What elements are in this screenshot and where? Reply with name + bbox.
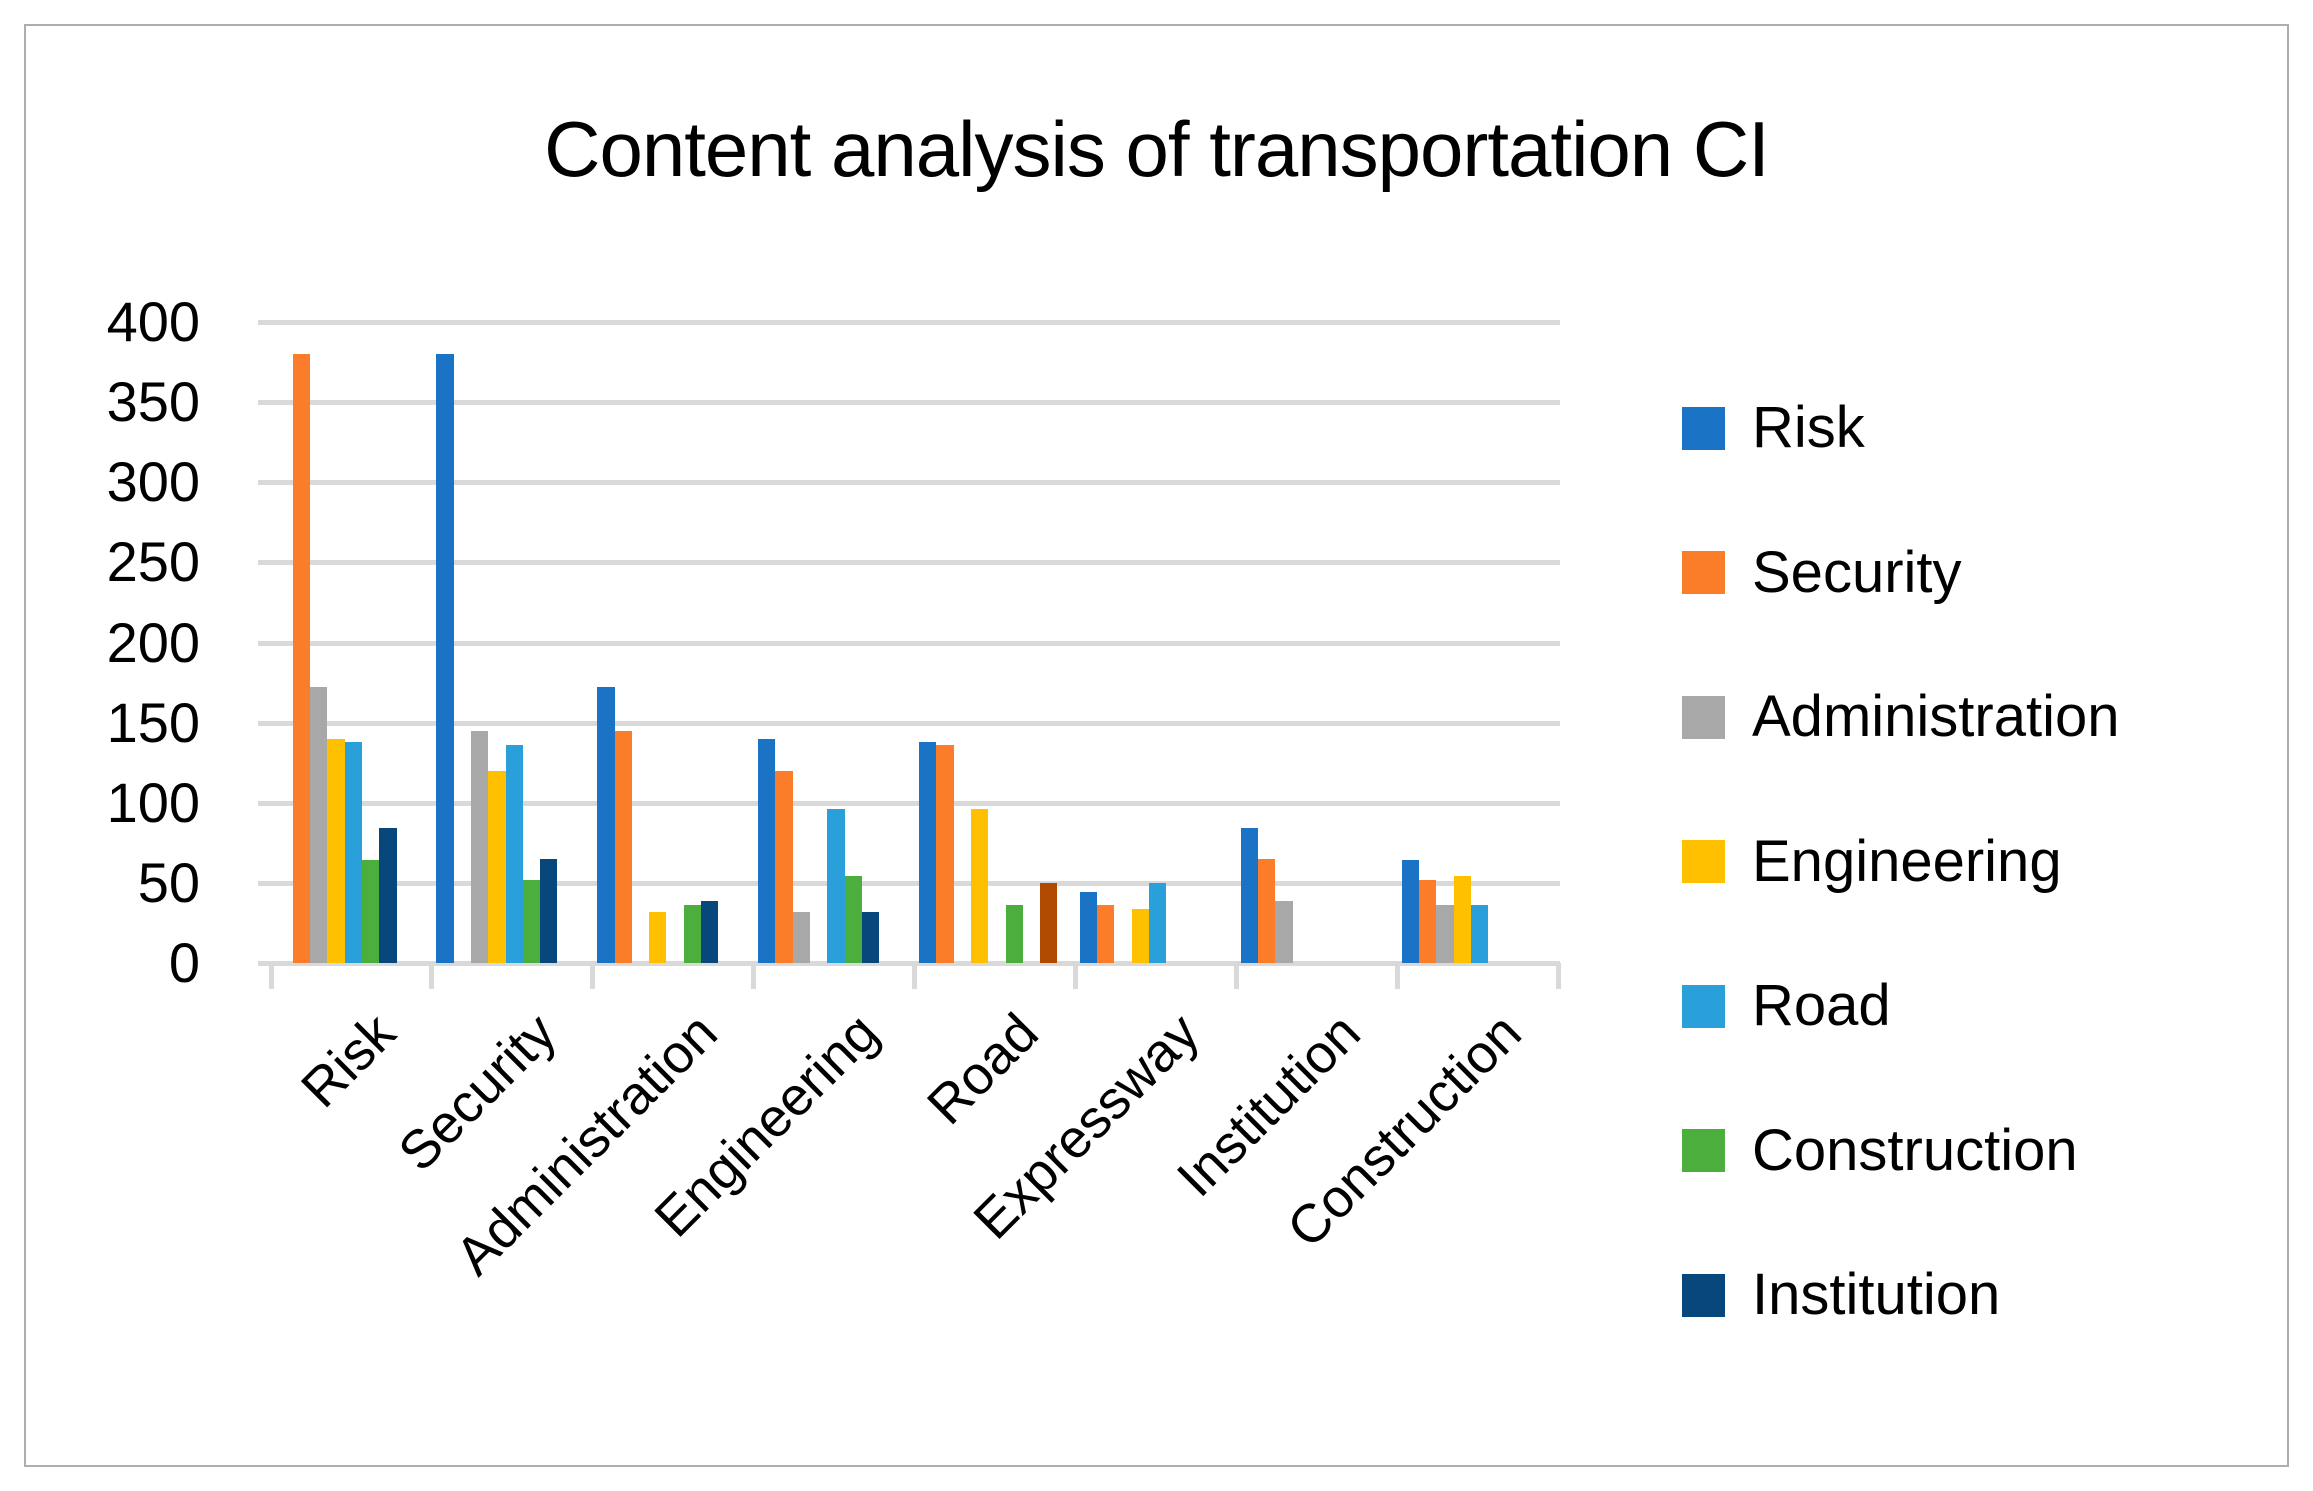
legend-label: Risk xyxy=(1752,395,1865,460)
axis-tick xyxy=(1394,963,1400,989)
legend-swatch-security xyxy=(1682,551,1725,594)
axis-tick xyxy=(268,963,274,989)
gridline xyxy=(258,560,1560,566)
y-tick-label: 250 xyxy=(106,530,200,594)
legend-label: Administration xyxy=(1752,684,2120,749)
bar-Risk-Institution xyxy=(379,828,397,963)
legend-label: Road xyxy=(1752,973,1891,1038)
bar-Engineering-Security xyxy=(775,770,793,963)
bar-Expressway-Risk xyxy=(1079,892,1098,963)
axis-tick xyxy=(751,963,757,989)
bar-Security-Construction xyxy=(522,879,541,963)
y-tick-label: 350 xyxy=(106,370,200,434)
bar-Road-Construction xyxy=(1005,905,1023,963)
legend-swatch-administration xyxy=(1682,695,1725,739)
bar-Expressway-Security xyxy=(1097,905,1115,963)
bar-Construction-Road xyxy=(1470,905,1489,963)
legend-item-road: Road xyxy=(1682,975,1891,1037)
bar-Security-Risk xyxy=(436,354,454,963)
gridline xyxy=(258,320,1560,325)
legend-label: Security xyxy=(1752,539,1962,605)
bar-Road-unlabeled xyxy=(1040,882,1058,963)
legend-swatch-construction xyxy=(1682,1129,1725,1172)
axis-tick xyxy=(912,963,917,989)
y-tick-label: 400 xyxy=(106,290,200,353)
legend-item-construction: Construction xyxy=(1682,1117,2078,1183)
y-tick-label: 300 xyxy=(106,450,200,514)
bar-Construction-Engineering xyxy=(1453,876,1471,963)
bar-Road-Risk xyxy=(919,741,937,963)
bar-Engineering-Road xyxy=(827,809,845,963)
bar-Engineering-Construction xyxy=(844,876,862,963)
axis-tick xyxy=(1555,963,1561,989)
bar-Administration-Security xyxy=(614,730,632,963)
y-tick-label: 0 xyxy=(168,931,200,994)
bar-Security-Engineering xyxy=(488,770,506,963)
axis-tick xyxy=(590,963,596,989)
bar-Engineering-Institution xyxy=(861,911,880,963)
legend-swatch-road xyxy=(1682,984,1725,1028)
axis-tick xyxy=(1072,963,1078,989)
y-tick-label: 100 xyxy=(106,770,200,834)
legend-item-institution: Institution xyxy=(1682,1264,2000,1326)
bar-Administration-Construction xyxy=(683,905,702,963)
gridline xyxy=(258,880,1560,886)
legend-swatch-engineering xyxy=(1682,840,1725,883)
gridline xyxy=(258,480,1560,486)
bar-Construction-Administration xyxy=(1436,905,1454,963)
legend-label: Construction xyxy=(1752,1117,2078,1183)
legend-swatch-risk xyxy=(1682,406,1725,450)
bar-Institution-Risk xyxy=(1240,828,1259,963)
bar-Institution-Security xyxy=(1258,858,1276,963)
bar-Expressway-Engineering xyxy=(1131,908,1150,963)
legend-swatch-institution xyxy=(1682,1273,1725,1317)
chart-frame xyxy=(24,24,2289,1467)
bar-Construction-Risk xyxy=(1401,860,1419,963)
y-tick-label: 150 xyxy=(106,690,200,754)
axis-tick xyxy=(1233,963,1239,989)
bar-Institution-Administration xyxy=(1275,900,1293,963)
gridline xyxy=(258,640,1560,646)
bar-Administration-Risk xyxy=(597,687,615,963)
bar-Risk-Engineering xyxy=(327,738,345,963)
gridline xyxy=(258,800,1560,806)
bar-Road-Security xyxy=(936,745,954,963)
bar-Engineering-Risk xyxy=(758,738,776,963)
gridline xyxy=(258,720,1560,726)
bar-Construction-Security xyxy=(1418,879,1437,963)
bar-Risk-Administration xyxy=(310,687,328,963)
bar-Road-Engineering xyxy=(970,809,989,963)
bar-Risk-Construction xyxy=(362,860,380,963)
legend-item-administration: Administration xyxy=(1682,686,2119,748)
legend-label: Engineering xyxy=(1752,828,2062,894)
axis-tick xyxy=(429,963,435,989)
bar-Security-Road xyxy=(505,745,523,963)
gridline xyxy=(258,961,1560,966)
y-tick-label: 50 xyxy=(137,850,200,914)
bar-Engineering-Administration xyxy=(792,911,811,963)
legend-label: Institution xyxy=(1752,1262,2001,1327)
bar-Administration-Engineering xyxy=(649,911,667,963)
bar-Security-Administration xyxy=(470,730,489,963)
gridline xyxy=(258,400,1560,406)
bar-Risk-Road xyxy=(344,741,362,963)
bar-Risk-Security xyxy=(292,354,311,963)
legend-item-engineering: Engineering xyxy=(1682,828,2062,894)
bar-Administration-Institution xyxy=(701,900,719,963)
bar-Security-Institution xyxy=(540,858,558,963)
legend-item-security: Security xyxy=(1682,539,1962,605)
bar-Expressway-Road xyxy=(1149,882,1167,963)
legend-item-risk: Risk xyxy=(1682,397,1865,459)
y-tick-label: 200 xyxy=(106,610,200,674)
chart-title: Content analysis of transportation CI xyxy=(544,105,1770,193)
